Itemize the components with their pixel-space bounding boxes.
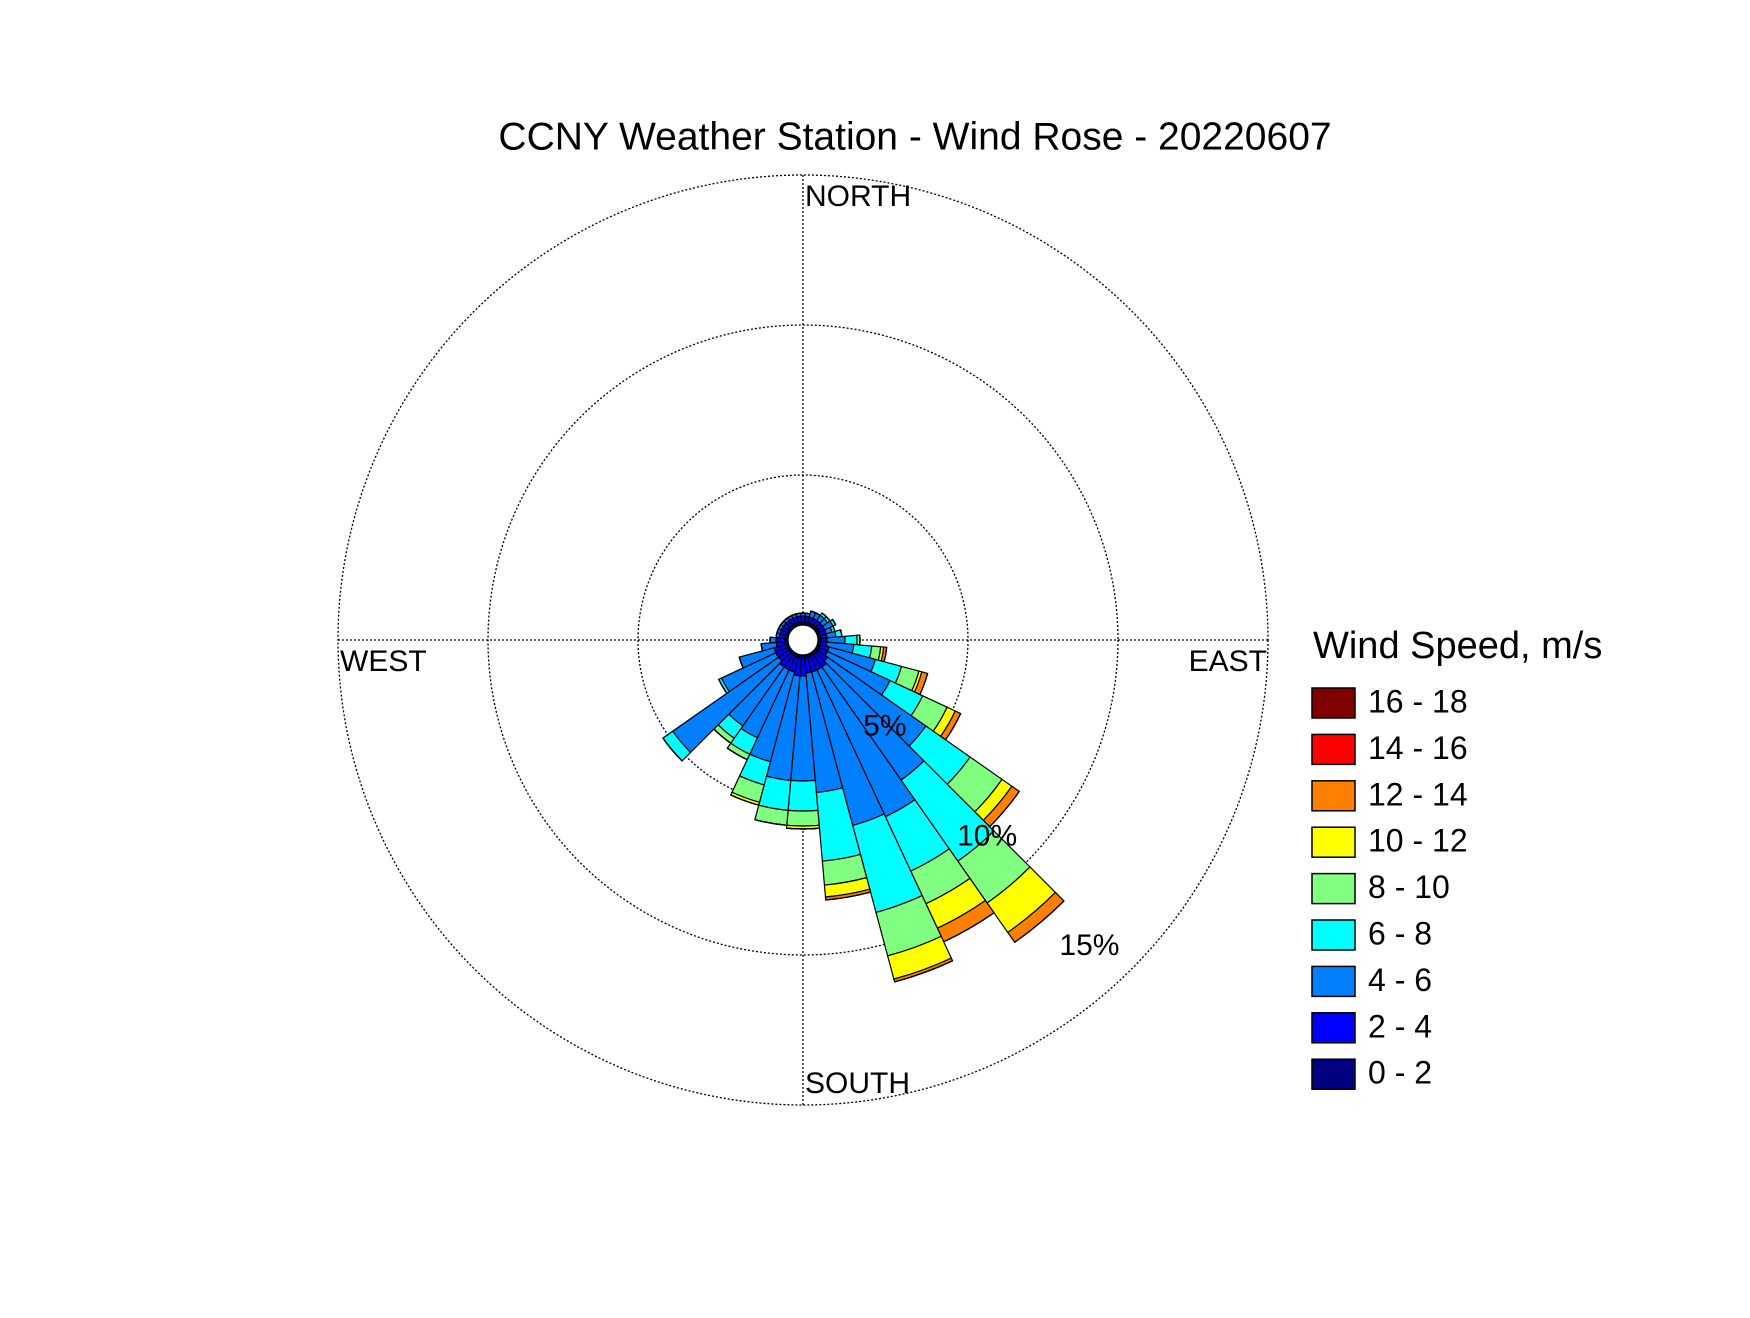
- ring-label: 15%: [1059, 929, 1119, 962]
- legend-swatch: [1312, 1059, 1355, 1089]
- legend-swatch: [1312, 920, 1355, 950]
- legend-swatch: [1312, 1013, 1355, 1043]
- legend-label: 16 - 18: [1368, 683, 1468, 719]
- legend-swatch: [1312, 827, 1355, 857]
- legend-label: 0 - 2: [1368, 1055, 1432, 1091]
- legend-swatch: [1312, 734, 1355, 764]
- center-hole: [788, 625, 818, 655]
- wedge: [787, 810, 819, 826]
- legend-title: Wind Speed, m/s: [1313, 625, 1602, 667]
- legend-label: 2 - 4: [1368, 1008, 1432, 1044]
- legend-swatch: [1312, 781, 1355, 811]
- legend-swatch: [1312, 966, 1355, 996]
- legend-label: 8 - 10: [1368, 869, 1450, 905]
- legend-label: 14 - 16: [1368, 730, 1468, 766]
- chart-title: CCNY Weather Station - Wind Rose - 20220…: [498, 115, 1331, 158]
- legend-label: 10 - 12: [1368, 823, 1468, 859]
- legend-label: 12 - 14: [1368, 776, 1468, 812]
- legend-label: 4 - 6: [1368, 962, 1432, 998]
- wedge: [770, 637, 776, 643]
- legend-swatch: [1312, 874, 1355, 904]
- direction-label: NORTH: [805, 180, 911, 213]
- direction-label: EAST: [1189, 645, 1267, 678]
- legend-swatch: [1312, 688, 1355, 718]
- direction-label: WEST: [340, 645, 427, 678]
- ring-label: 5%: [863, 710, 906, 743]
- direction-label: SOUTH: [805, 1067, 910, 1100]
- wedge: [788, 780, 818, 811]
- legend-label: 6 - 8: [1368, 915, 1432, 951]
- ring-label: 10%: [957, 819, 1017, 852]
